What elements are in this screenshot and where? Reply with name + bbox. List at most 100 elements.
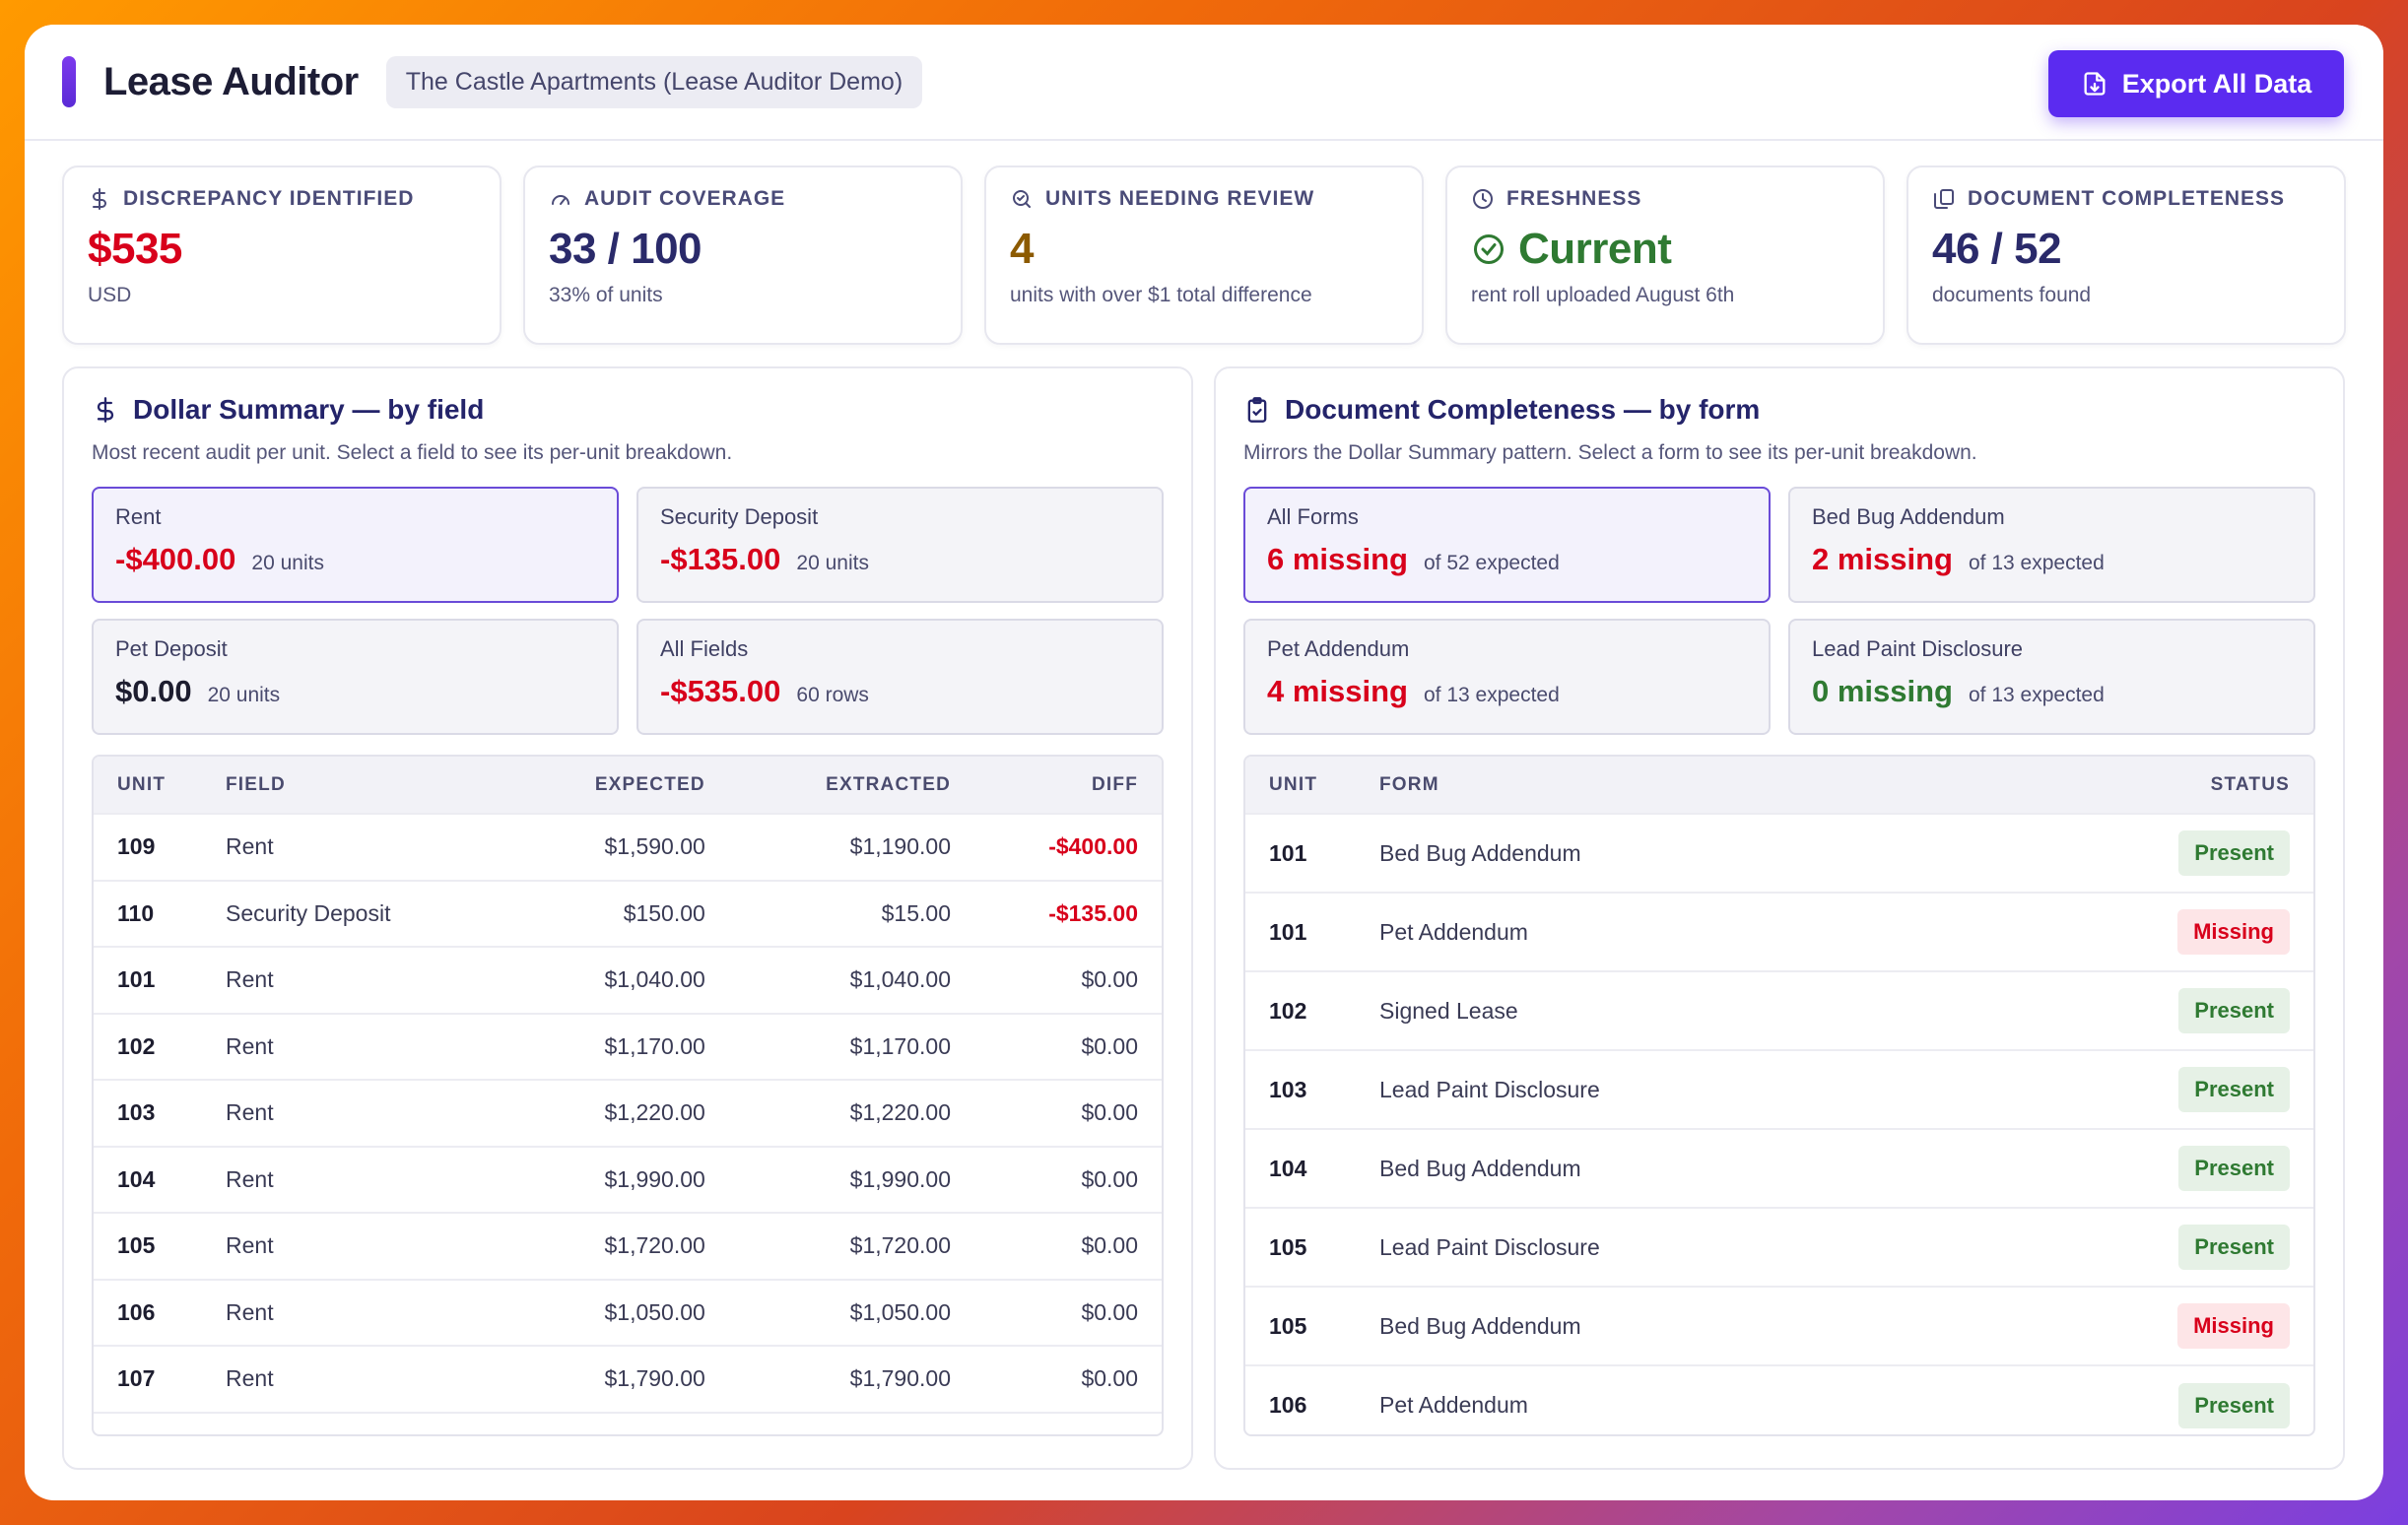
cell-diff: $0.00 [974,1145,1162,1213]
cell-unit: 101 [94,946,202,1014]
status-badge: Missing [2177,909,2290,955]
table-row[interactable]: 108Rent$1,040.00$1,040.00$0.00 [94,1411,1162,1434]
tile-value: 6 missing [1267,542,1408,576]
cell-form: Pet Addendum [1356,1364,1957,1434]
table-row[interactable]: 105 Lead Paint Disclosure Present [1245,1207,2313,1287]
column-header-diff[interactable]: DIFF [1091,773,1138,795]
field-tile-pet-deposit[interactable]: Pet Deposit $0.00 20 units [92,619,619,735]
clock-icon [1473,189,1493,209]
status-badge: Present [2178,1382,2290,1428]
tile-value: -$135.00 [660,542,781,576]
tile-meta: 20 units [251,552,324,574]
cell-status: Missing [1956,1286,2313,1365]
cell-diff: $0.00 [974,1012,1162,1080]
export-all-button[interactable]: Export All Data [2048,50,2344,117]
table-row[interactable]: 110 Security Deposit $150.00 $15.00 -$135.00 [94,879,1162,947]
dollar-icon [97,397,114,423]
cell-diff: -$135.00 [974,879,1162,947]
kpi-units-needing-review: UNITS NEEDING REVIEW 4 units with over $… [984,166,1424,345]
cell-unit: 108 [94,1411,202,1434]
table-row[interactable]: 104 Rent $1,990.00 $1,990.00 $0.00 [94,1145,1162,1213]
cell-unit: 102 [1245,970,1356,1050]
cell-status: Present [1956,1364,2313,1434]
document-table-scroll[interactable]: UNIT FORM STATUS 101 Bed Bug Addendum Pres… [1243,755,2315,1436]
kpi-audit-coverage: AUDIT COVERAGE 33 / 100 33% of units [523,166,963,345]
kpi-label: DOCUMENT COMPLETENESS [1968,187,2286,210]
cell-extracted: $1,040.00 [728,946,974,1014]
kpi-label: FRESHNESS [1506,187,1642,210]
cell-field: Rent [202,946,504,1014]
form-tile-pet-addendum[interactable]: Pet Addendum 4 missing of 13 expected [1243,619,1771,735]
table-row[interactable]: 102 Rent $1,170.00 $1,170.00 $0.00 [94,1012,1162,1080]
dollar-icon [93,188,106,210]
table-row[interactable]: 101 Bed Bug Addendum Present [1245,813,2313,893]
table-row[interactable]: 105 Bed Bug Addendum Missing [1245,1286,2313,1365]
kpi-value: 46 / 52 [1932,225,2062,273]
table-row[interactable]: 104 Bed Bug Addendum Present [1245,1128,2313,1208]
column-header-status[interactable]: STATUS [2210,773,2290,795]
column-header-unit[interactable]: UNIT [1269,773,1318,795]
cell-diff: $0.00 [974,1212,1162,1280]
tile-meta: of 13 expected [1969,684,2105,706]
tile-meta: of 13 expected [1969,552,2105,574]
cell-extracted: $1,190.00 [728,813,974,881]
panel-title: Dollar Summary — by field [133,394,485,425]
table-row[interactable]: 103 Lead Paint Disclosure Present [1245,1049,2313,1129]
cell-field: Rent [202,1145,504,1213]
cell-unit: 106 [1245,1364,1356,1434]
app-header: Lease Auditor The Castle Apartments (Lea… [25,25,2383,141]
field-tile-rent[interactable]: Rent -$400.00 20 units [92,487,619,603]
tile-meta: 60 rows [796,684,869,706]
cell-extracted: $1,040.00 [728,1411,974,1434]
tile-label: Bed Bug Addendum [1812,504,2005,529]
cell-extracted: $1,720.00 [728,1212,974,1280]
field-tile-security-deposit[interactable]: Security Deposit -$135.00 20 units [636,487,1164,603]
form-tile-all-forms[interactable]: All Forms 6 missing of 52 expected [1243,487,1771,603]
gauge-icon [552,195,569,205]
brand-accent-bar [62,56,76,107]
cell-unit: 102 [94,1012,202,1080]
check-circle-icon [1474,234,1504,264]
dollar-table-scroll[interactable]: UNIT FIELD EXPECTED EXTRACTED DIFF 109 Re… [92,755,1164,1436]
cell-field: Security Deposit [202,879,504,947]
field-tile-all-fields[interactable]: All Fields -$535.00 60 rows [636,619,1164,735]
cell-status: Missing [1956,892,2313,971]
column-header-extracted[interactable]: EXTRACTED [826,773,951,795]
cell-unit: 104 [1245,1128,1356,1208]
cell-unit: 105 [94,1212,202,1280]
column-header-field[interactable]: FIELD [226,773,286,795]
table-row[interactable]: 101 Pet Addendum Missing [1245,892,2313,971]
app-window: Lease Auditor The Castle Apartments (Lea… [25,25,2383,1500]
table-row[interactable]: 101 Rent $1,040.00 $1,040.00 $0.00 [94,946,1162,1014]
tile-value: 4 missing [1267,674,1408,708]
table-row[interactable]: 106 Pet Addendum Present [1245,1364,2313,1434]
table-row[interactable]: 109 Rent $1,590.00 $1,190.00 -$400.00 [94,813,1162,881]
kpi-sub: units with over $1 total difference [1010,284,1312,306]
table-row[interactable]: 106 Rent $1,050.00 $1,050.00 $0.00 [94,1278,1162,1346]
cell-field: Rent [202,1278,504,1346]
tile-meta: of 13 expected [1424,684,1560,706]
cell-status: Present [1956,813,2313,893]
cell-expected: $1,050.00 [503,1278,729,1346]
table-row[interactable]: 103 Rent $1,220.00 $1,220.00 $0.00 [94,1079,1162,1147]
form-tile-lead-paint-disclosure[interactable]: Lead Paint Disclosure 0 missing of 13 exp… [1788,619,2315,735]
panel-title: Document Completeness — by form [1285,394,1761,425]
cell-unit: 101 [1245,892,1356,971]
kpi-value: Current [1518,225,1672,273]
column-header-expected[interactable]: EXPECTED [594,773,705,795]
kpi-label: DISCREPANCY IDENTIFIED [123,187,415,210]
cell-unit: 105 [1245,1207,1356,1287]
cell-unit: 105 [1245,1286,1356,1365]
tile-value: -$400.00 [115,542,236,576]
column-header-form[interactable]: FORM [1379,773,1439,795]
table-row[interactable]: 102 Signed Lease Present [1245,970,2313,1050]
form-tile-bed-bug-addendum[interactable]: Bed Bug Addendum 2 missing of 13 expected [1788,487,2315,603]
app-title: Lease Auditor [103,59,359,103]
column-header-unit[interactable]: UNIT [117,773,167,795]
cell-field: Rent [202,1345,504,1413]
table-row[interactable]: 107 Rent $1,790.00 $1,790.00 $0.00 [94,1345,1162,1413]
tile-label: All Forms [1267,504,1359,529]
cell-expected: $150.00 [503,879,729,947]
table-row[interactable]: 105 Rent $1,720.00 $1,720.00 $0.00 [94,1212,1162,1280]
document-completeness-panel: Document Completeness — by form Mirrors … [1214,366,2345,1470]
